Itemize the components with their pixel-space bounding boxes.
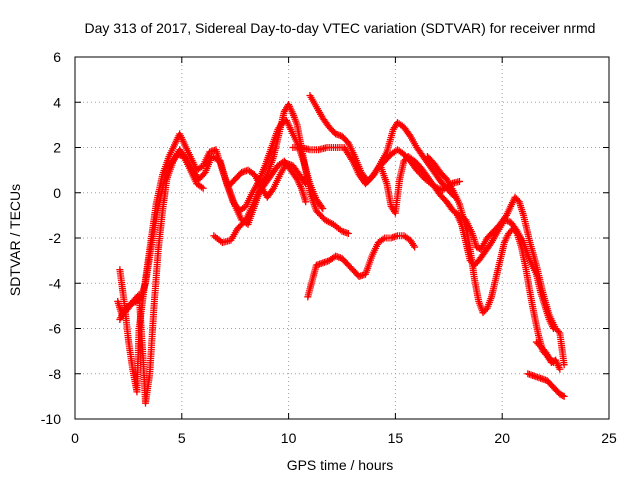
- series-trace-5: [225, 159, 310, 201]
- data-point: [556, 365, 564, 373]
- data-point: [554, 328, 562, 336]
- data-point: [198, 183, 206, 191]
- y-tick-label: -6: [49, 321, 62, 337]
- data-point: [455, 177, 463, 185]
- series-trace-11: [453, 211, 557, 332]
- data-point: [560, 361, 568, 369]
- data-point: [559, 392, 567, 400]
- y-tick-label: -4: [49, 275, 62, 291]
- data-point: [301, 178, 309, 186]
- series-trace-13: [532, 338, 557, 366]
- data-series: [114, 91, 568, 407]
- series-trace-6: [304, 232, 419, 301]
- y-tick-label: -8: [49, 366, 62, 382]
- series-trace-3: [116, 150, 207, 323]
- x-tick-label: 10: [281, 430, 297, 446]
- data-point: [302, 180, 310, 188]
- data-point: [344, 229, 352, 237]
- x-tick-label: 5: [178, 430, 186, 446]
- data-point: [319, 205, 327, 213]
- axis-ticks: 0 5 10 15 20 25 -10 -8 -6 -4 -2 0 2 4 6: [41, 49, 617, 446]
- data-point: [199, 184, 207, 192]
- data-point: [549, 358, 557, 366]
- x-tick-label: 20: [494, 430, 510, 446]
- y-axis-label: SDTVAR / TECUs: [7, 184, 23, 296]
- x-tick-label: 0: [71, 430, 79, 446]
- y-tick-label: 4: [53, 94, 61, 110]
- y-tick-label: -2: [49, 230, 62, 246]
- data-point: [548, 357, 556, 365]
- y-tick-label: -10: [41, 411, 61, 427]
- data-point: [411, 243, 419, 251]
- data-point: [302, 198, 310, 206]
- data-point: [560, 392, 568, 400]
- y-tick-label: 6: [53, 49, 61, 65]
- x-tick-label: 25: [601, 430, 617, 446]
- data-point: [549, 325, 557, 332]
- y-tick-label: 0: [53, 185, 61, 201]
- series-trace-12: [524, 370, 568, 400]
- data-point: [318, 203, 326, 211]
- x-tick-label: 15: [388, 430, 404, 446]
- y-tick-label: 2: [53, 140, 61, 156]
- chart-title: Day 313 of 2017, Sidereal Day-to-day VTE…: [85, 20, 596, 36]
- x-axis-label: GPS time / hours: [287, 457, 394, 473]
- data-point: [379, 235, 387, 243]
